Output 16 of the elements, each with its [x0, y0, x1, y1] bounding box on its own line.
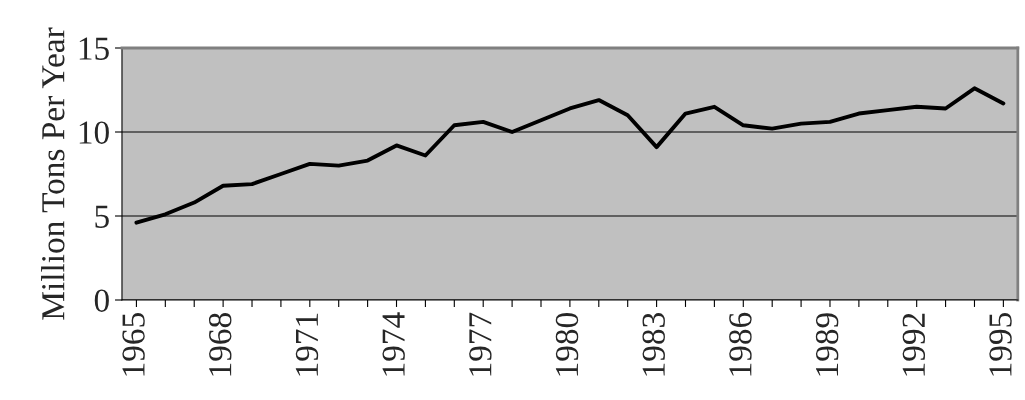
x-tick-label: 1980: [555, 313, 579, 376]
x-tick-label: 1968: [208, 313, 232, 376]
y-tick-label: 15: [79, 37, 109, 60]
x-tick-label: 1977: [469, 312, 492, 376]
x-tick-label: 1995: [989, 313, 1012, 376]
y-axis-title: Million Tons Per Year: [41, 27, 65, 320]
x-tick-label: 1974: [382, 312, 405, 376]
x-tick-label: 1965: [122, 313, 145, 376]
x-tick-label: 1986: [729, 312, 752, 376]
y-tick-label: 5: [95, 205, 109, 228]
y-tick-label: 0: [94, 289, 109, 312]
x-tick-label: 1983: [642, 313, 665, 376]
x-tick-label: 1989: [815, 313, 839, 376]
x-tick-label: 1971: [295, 313, 319, 376]
y-tick-label: 10: [79, 121, 109, 144]
x-tick-label: 1992: [902, 313, 926, 376]
